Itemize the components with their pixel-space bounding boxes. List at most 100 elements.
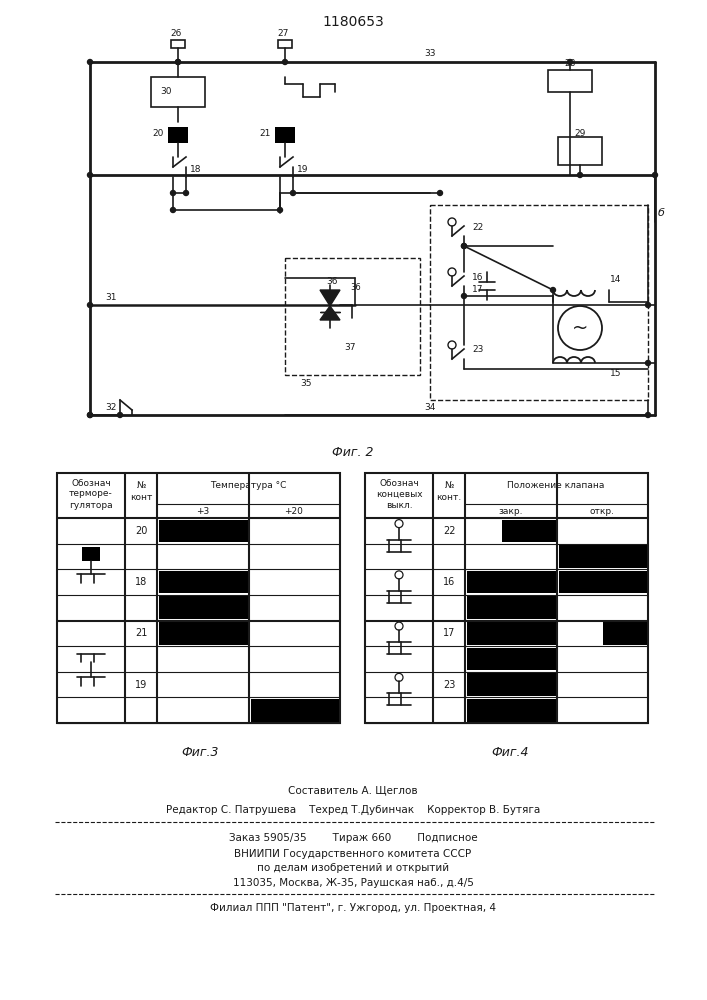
Bar [168,127,188,143]
Bar [365,473,648,723]
Circle shape [283,60,288,64]
Polygon shape [320,290,340,306]
Circle shape [645,302,650,308]
Circle shape [88,412,93,418]
Circle shape [88,412,93,418]
Text: 16: 16 [443,577,455,587]
Text: 18: 18 [135,577,147,587]
Bar [558,137,602,165]
Text: концевых: концевых [375,489,422,498]
Bar [430,205,648,400]
Bar [602,622,646,645]
Text: по делам изобретений и открытий: по делам изобретений и открытий [257,863,449,873]
Circle shape [438,190,443,196]
Bar [278,40,292,48]
Text: Составитель А. Щеглов: Составитель А. Щеглов [288,785,418,795]
Text: №: № [136,482,146,490]
Circle shape [653,172,658,178]
Circle shape [551,288,556,292]
Text: 19: 19 [297,165,308,174]
Text: 113035, Москва, Ж-35, Раушская наб., д.4/5: 113035, Москва, Ж-35, Раушская наб., д.4… [233,878,474,888]
Text: 34: 34 [424,402,436,412]
Text: ~: ~ [572,318,588,338]
Bar [171,40,185,48]
Text: закр.: закр. [498,508,523,516]
Circle shape [568,60,573,64]
Bar [151,77,205,107]
Text: Фиг.4: Фиг.4 [491,746,529,760]
Bar [285,258,420,375]
Text: 22: 22 [472,223,484,232]
Text: конт: конт [130,493,152,502]
Text: 21: 21 [259,128,271,137]
Bar [158,622,247,645]
Text: Обознач: Обознач [71,479,111,488]
Text: 19: 19 [135,680,147,690]
Circle shape [184,190,189,196]
Text: 17: 17 [472,286,484,294]
Text: выкл.: выкл. [386,500,412,510]
Text: гулятора: гулятора [69,500,113,510]
Text: Заказ 5905/35        Тираж 660        Подписное: Заказ 5905/35 Тираж 660 Подписное [228,833,477,843]
Text: б: б [658,208,665,218]
Bar [559,571,646,593]
Circle shape [278,208,283,213]
Bar [467,648,556,670]
Circle shape [117,412,122,418]
Circle shape [88,172,93,178]
Circle shape [462,243,467,248]
Bar [467,699,556,722]
Circle shape [175,60,180,64]
Bar [158,571,247,593]
Bar [158,520,247,542]
Circle shape [578,172,583,178]
Text: Редактор С. Патрушева    Техред Т.Дубинчак    Корректор В. Бутяга: Редактор С. Патрушева Техред Т.Дубинчак … [166,805,540,815]
Text: 35: 35 [300,378,312,387]
Bar [467,571,556,593]
Text: 29: 29 [574,128,585,137]
Circle shape [462,243,467,248]
Text: №: № [444,482,454,490]
Circle shape [170,208,175,213]
Text: 31: 31 [105,292,117,302]
Bar [82,547,100,561]
Text: 37: 37 [344,344,356,353]
Text: 27: 27 [277,29,288,38]
Text: откр.: откр. [590,508,614,516]
Text: 33: 33 [424,49,436,58]
Text: 23: 23 [443,680,455,690]
Text: 15: 15 [610,368,621,377]
Text: 17: 17 [443,628,455,638]
Text: Фиг.3: Фиг.3 [181,746,218,760]
Text: 21: 21 [135,628,147,638]
Bar [502,520,556,542]
Polygon shape [320,306,340,320]
Text: Фиг. 2: Фиг. 2 [332,446,374,458]
Text: конт.: конт. [436,493,462,502]
Bar [250,699,339,722]
Text: +3: +3 [197,508,209,516]
Text: 20: 20 [153,128,164,137]
Circle shape [88,302,93,308]
Text: +20: +20 [284,508,303,516]
Text: 36: 36 [326,277,338,286]
Text: 28: 28 [564,60,575,68]
Text: 20: 20 [135,526,147,536]
Circle shape [645,360,650,365]
Bar [57,473,340,723]
Bar [158,596,247,619]
Text: 18: 18 [190,165,201,174]
Text: Положение клапана: Положение клапана [508,482,604,490]
Text: 32: 32 [105,402,117,412]
Text: 16: 16 [472,272,484,282]
Text: 14: 14 [610,275,621,284]
Text: 30: 30 [160,88,172,97]
Text: 23: 23 [472,346,484,355]
Circle shape [88,60,93,64]
Circle shape [170,190,175,196]
Text: 1180653: 1180653 [322,15,384,29]
Text: 36: 36 [350,284,361,292]
Bar [275,127,295,143]
Bar [559,545,646,568]
Text: Обознач: Обознач [379,479,419,488]
